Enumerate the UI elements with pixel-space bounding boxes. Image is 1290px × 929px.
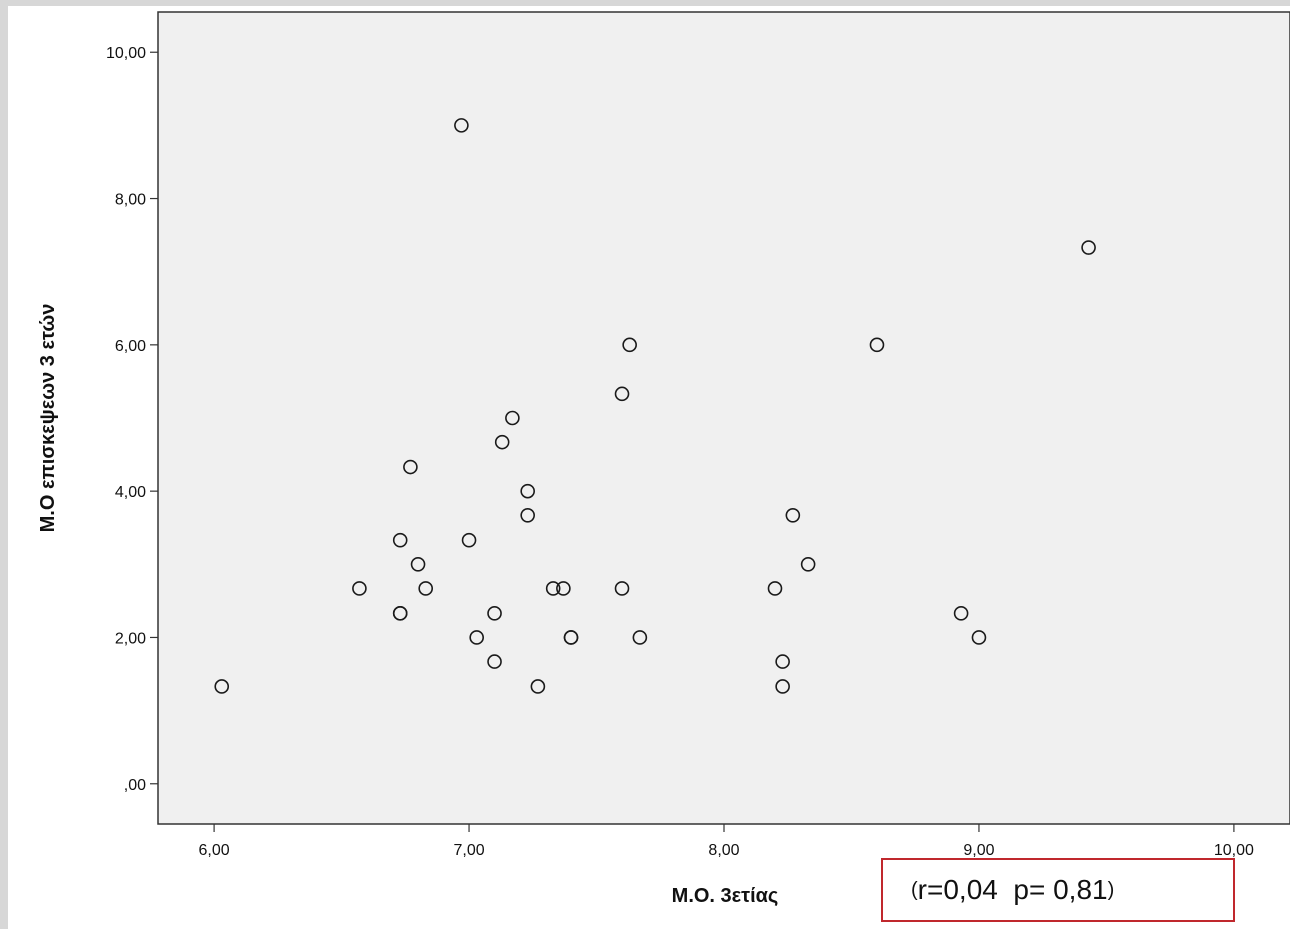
data-point [869, 337, 885, 353]
x-tick-label: 6,00 [199, 842, 230, 859]
plot-area [157, 11, 1290, 825]
data-point [520, 507, 535, 523]
data-point [469, 630, 484, 645]
y-tick-label: 2,00 [115, 630, 146, 647]
y-tick-label: 6,00 [115, 338, 146, 355]
data-point [971, 630, 987, 645]
data-point [461, 532, 477, 548]
data-point [614, 386, 630, 402]
data-point [953, 606, 969, 621]
data-point [767, 581, 783, 596]
data-point [214, 679, 230, 694]
data-point [487, 606, 502, 621]
data-point [622, 337, 637, 353]
data-point [487, 654, 502, 669]
data-point [505, 410, 520, 426]
y-tick-label: 8,00 [115, 192, 146, 209]
x-axis: 6,00 7,00 8,00 9,00 10,00 [199, 824, 1254, 859]
data-point [418, 581, 434, 596]
annotation-text: r=0,04 p= 0,81 [917, 874, 1108, 905]
data-point [785, 507, 801, 523]
data-point [530, 679, 546, 694]
data-points [214, 118, 1096, 694]
data-point [520, 483, 535, 499]
data-point [352, 581, 367, 596]
data-point [494, 434, 510, 450]
y-tick-label: ,00 [124, 777, 146, 794]
correlation-annotation: ( r=0,04 p= 0,81 ) [881, 858, 1235, 922]
y-tick-label: 4,00 [115, 484, 146, 501]
data-point [545, 581, 561, 596]
data-point [800, 557, 816, 572]
x-axis-label: Μ.Ο. 3ετίας [672, 885, 779, 907]
data-point [775, 654, 790, 669]
y-axis: ,00 2,00 4,00 6,00 8,00 10,00 [106, 45, 158, 794]
data-point [556, 581, 571, 596]
data-point [410, 557, 426, 572]
data-point [563, 630, 579, 645]
data-point [632, 630, 648, 645]
x-tick-label: 8,00 [708, 842, 739, 859]
data-point [392, 606, 408, 621]
x-tick-label: 10,00 [1214, 842, 1254, 859]
data-point [454, 118, 469, 133]
y-tick-label: 10,00 [106, 45, 146, 62]
annotation-open-paren: ( [911, 878, 918, 901]
data-point [614, 581, 630, 596]
x-tick-label: 9,00 [963, 842, 994, 859]
data-point [403, 459, 418, 475]
x-tick-label: 7,00 [453, 842, 484, 859]
y-axis-label: Μ.Ο επισκεψεων 3 ετών [37, 304, 59, 533]
data-point [1081, 240, 1096, 255]
annotation-close-paren: ) [1107, 878, 1115, 901]
data-point [392, 532, 408, 548]
window-frame-left [0, 0, 8, 929]
window-frame-top [0, 0, 1290, 6]
data-point [775, 679, 790, 694]
